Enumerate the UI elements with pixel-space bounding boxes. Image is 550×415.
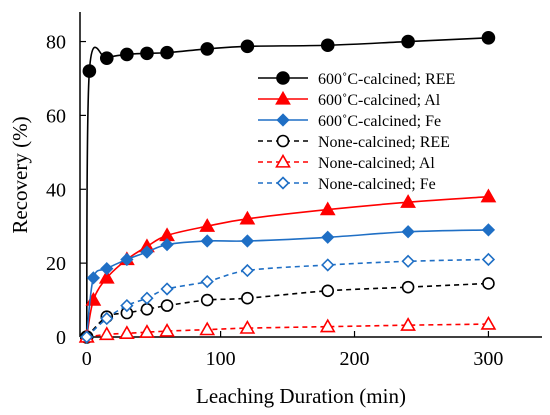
series-5 bbox=[78, 315, 497, 343]
data-point bbox=[482, 277, 495, 290]
legend-label: 600˚C-calcined; Al bbox=[318, 92, 441, 109]
legend-item-4: None-calcined; REE bbox=[258, 134, 450, 151]
data-point bbox=[86, 271, 101, 285]
data-point bbox=[240, 263, 255, 278]
legend-label: 600˚C-calcined; Fe bbox=[318, 113, 441, 130]
data-point bbox=[80, 330, 94, 344]
data-point bbox=[400, 317, 416, 331]
y-tick-label: 20 bbox=[46, 253, 66, 275]
data-point bbox=[99, 51, 114, 65]
legend-item-1: 600˚C-calcined; REE bbox=[258, 71, 455, 88]
y-tick-label: 80 bbox=[46, 32, 66, 54]
legend: 600˚C-calcined; REE 600˚C-calcined; Al 600… bbox=[258, 71, 455, 193]
data-point bbox=[85, 291, 102, 306]
legend-marker bbox=[276, 113, 290, 127]
data-point bbox=[321, 230, 335, 244]
legend-item-6: None-calcined; Fe bbox=[258, 176, 436, 193]
data-point bbox=[200, 42, 215, 56]
y-tick-label: 0 bbox=[56, 327, 66, 349]
series-line bbox=[86, 323, 489, 338]
data-point bbox=[480, 188, 497, 203]
y-axis-label: Recovery (%) bbox=[8, 116, 32, 233]
data-point bbox=[120, 252, 134, 267]
data-point bbox=[160, 45, 174, 60]
data-point bbox=[100, 262, 114, 276]
legend-marker bbox=[276, 134, 290, 148]
data-point bbox=[401, 225, 415, 239]
data-point bbox=[241, 291, 254, 305]
x-tick-label: 300 bbox=[473, 348, 503, 370]
data-point bbox=[120, 47, 134, 62]
data-point bbox=[239, 210, 256, 225]
data-point bbox=[98, 326, 115, 341]
x-tick-label: 100 bbox=[206, 348, 236, 370]
y-tick-label: 40 bbox=[46, 179, 66, 201]
data-point bbox=[401, 34, 415, 49]
data-point bbox=[400, 194, 416, 208]
x-axis-label: Leaching Duration (min) bbox=[196, 384, 406, 408]
data-point bbox=[480, 315, 497, 330]
data-point bbox=[319, 318, 336, 333]
data-point bbox=[140, 245, 154, 259]
data-point bbox=[118, 325, 135, 339]
data-point bbox=[98, 269, 115, 284]
data-point bbox=[319, 201, 336, 216]
data-point bbox=[199, 321, 216, 336]
legend-label: None-calcined; REE bbox=[318, 134, 450, 151]
data-point bbox=[140, 303, 154, 316]
data-point bbox=[321, 258, 335, 272]
data-point bbox=[481, 31, 496, 45]
x-tick-label: 0 bbox=[82, 348, 92, 370]
data-point bbox=[200, 274, 214, 289]
legend-marker bbox=[275, 153, 291, 168]
tick-layer: 0 20 40 60 80 0 100 200 300 bbox=[46, 32, 503, 370]
data-point bbox=[481, 252, 496, 267]
data-point bbox=[140, 291, 154, 305]
data-point bbox=[320, 38, 335, 53]
data-point bbox=[401, 280, 415, 294]
series-2 bbox=[78, 188, 497, 343]
legend-item-5: None-calcined; Al bbox=[258, 153, 435, 172]
data-point bbox=[82, 64, 97, 78]
data-point bbox=[199, 218, 216, 232]
data-point bbox=[159, 322, 175, 337]
data-point bbox=[100, 311, 114, 326]
data-point bbox=[120, 298, 134, 313]
data-point bbox=[401, 254, 415, 268]
series-line bbox=[86, 282, 489, 338]
data-point bbox=[160, 282, 174, 296]
data-point bbox=[140, 46, 154, 61]
legend-marker bbox=[276, 176, 290, 190]
data-point bbox=[160, 299, 174, 312]
data-point bbox=[321, 284, 335, 298]
legend-label: None-calcined; Al bbox=[318, 155, 435, 172]
series-layer bbox=[78, 31, 497, 344]
data-point bbox=[481, 223, 496, 237]
y-tick-label: 60 bbox=[46, 105, 66, 127]
legend-label: 600˚C-calcined; REE bbox=[318, 71, 455, 88]
data-point bbox=[240, 234, 255, 248]
data-point bbox=[160, 238, 174, 252]
data-point bbox=[200, 234, 214, 248]
data-point bbox=[240, 39, 255, 54]
legend-marker bbox=[276, 71, 290, 85]
plot-frame bbox=[79, 12, 542, 338]
legend-item-2: 600˚C-calcined; Al bbox=[258, 90, 441, 109]
legend-marker bbox=[275, 90, 291, 105]
series-line bbox=[86, 258, 489, 338]
data-point bbox=[139, 324, 155, 338]
legend-item-3: 600˚C-calcined; Fe bbox=[258, 113, 441, 130]
data-point bbox=[200, 293, 214, 307]
x-tick-label: 200 bbox=[340, 348, 370, 370]
legend-label: None-calcined; Fe bbox=[318, 176, 436, 193]
series-6 bbox=[80, 252, 496, 344]
data-point bbox=[239, 320, 256, 334]
